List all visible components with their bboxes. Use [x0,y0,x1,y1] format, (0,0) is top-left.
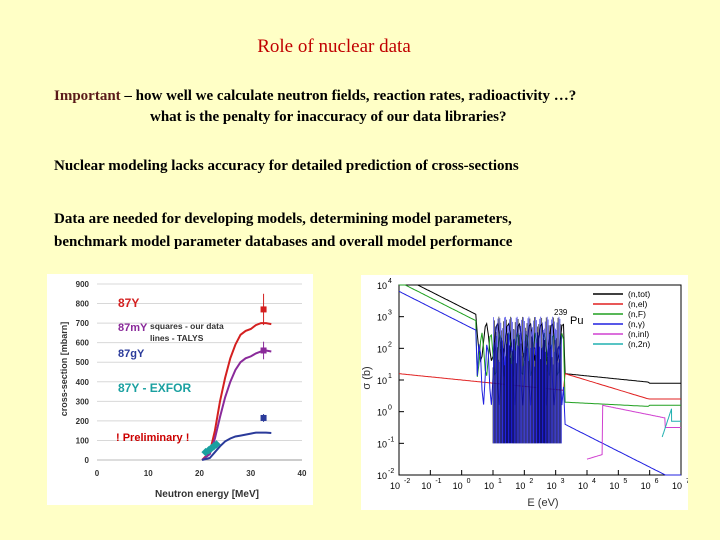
line-ninl [586,404,681,460]
left-x-tick: 40 [298,469,307,478]
right-x-tick: 10 [578,481,588,491]
left-y-label: cross-section [mbarn] [59,322,69,417]
right-y-tick: 10 [377,471,387,481]
line-important: Important – how well we calculate neutro… [54,88,576,105]
right-x-label: E (eV) [527,497,558,509]
left-x-tick: 10 [144,469,153,478]
right-y-tick: 10 [377,376,387,386]
right-x-tick-exp: 4 [592,478,596,485]
label-87gy: 87gY [118,348,145,360]
right-y-tick-exp: 1 [388,373,392,380]
slide-title: Role of nuclear data [257,36,411,57]
important-text: – how well we calculate neutron fields, … [120,88,577,104]
legend-entry: (n,γ) [628,319,645,329]
right-y-tick: 10 [377,439,387,449]
right-x-tick-exp: 2 [529,478,533,485]
right-y-tick-exp: 0 [388,405,392,412]
right-chart-panel: 10 -2 10 -1 10 0 10 1 10 2 10 3 10 4 10 5 10 6 10 7 10 -2 10 -1… [361,275,690,510]
legend-entry: (n,F) [628,309,646,319]
legend-entry: (n,el) [628,299,648,309]
label-exfor: 87Y - EXFOR [118,381,191,395]
line-modeling: Nuclear modeling lacks accuracy for deta… [54,158,519,174]
right-legend: (n,tot)(n,el)(n,F)(n,γ)(n,inl)(n,2n) [593,289,650,349]
right-y-tick-exp: 3 [388,310,392,317]
left-y-tick: 800 [76,300,90,309]
right-chart: 10 -2 10 -1 10 0 10 1 10 2 10 3 10 4 10 5 10 6 10 710 -210 -1… [361,278,690,509]
right-x-tick-exp: 7 [686,478,688,485]
left-series-line [201,431,272,461]
right-x-tick: 10 [609,481,619,491]
left-data-point [260,347,267,354]
right-y-tick-exp: 2 [388,341,392,348]
right-y-tick: 10 [377,408,387,418]
right-x-tick-exp: 6 [655,478,659,485]
line-data-needed: Data are needed for developing models, d… [54,211,512,227]
left-y-tick: 200 [76,417,90,426]
right-x-tick-exp: -2 [404,478,410,485]
left-series-line [201,349,272,461]
left-y-tick: 900 [76,280,90,289]
isotope-symbol: Pu [570,315,583,327]
right-y-tick-exp: -1 [388,436,394,443]
left-y-tick: 500 [76,358,90,367]
left-series-line [201,322,272,461]
right-x-tick: 10 [484,481,494,491]
legend-entry: (n,inl) [628,329,649,339]
label-87my: 87mY [118,322,148,334]
left-data-point [260,306,267,313]
line-n2n [661,408,681,438]
right-x-tick-exp: 1 [498,478,502,485]
left-y-tick: 300 [76,397,90,406]
left-y-tick: 400 [76,378,90,387]
legend-entry: (n,2n) [628,339,650,349]
right-y-tick-exp: -2 [388,468,394,475]
right-y-tick-exp: 4 [388,278,392,285]
left-x-tick: 0 [95,469,100,478]
right-x-tick-exp: 0 [467,478,471,485]
right-y-label: σ (b) [361,366,373,389]
left-y-tick: 0 [85,456,90,465]
left-chart: 0 100 200 300 400 500 600 700 800 900 0 10 20 30 40 Ne… [59,280,307,500]
important-keyword: Important [54,88,121,104]
right-y-tick: 10 [377,344,387,354]
right-x-tick: 10 [641,481,651,491]
legend-entry: (n,tot) [628,289,650,299]
right-x-tick: 10 [390,481,400,491]
left-x-tick: 30 [246,469,255,478]
right-x-tick: 10 [453,481,463,491]
left-y-tick: 100 [76,436,90,445]
left-exfor-point [212,440,221,449]
label-87y: 87Y [118,296,139,310]
line-benchmark: benchmark model parameter databases and … [54,234,513,250]
line-penalty: what is the penalty for inaccuracy of ou… [150,109,507,125]
right-x-tick-exp: 3 [561,478,565,485]
right-x-tick: 10 [547,481,557,491]
right-x-tick-exp: -1 [435,478,441,485]
left-x-tick: 20 [195,469,204,478]
legend-squares: squares - our data [150,321,224,331]
right-y-tick: 10 [377,281,387,291]
right-x-tick: 10 [421,481,431,491]
right-x-tick-exp: 5 [623,478,627,485]
left-chart-panel: 0 100 200 300 400 500 600 700 800 900 0 10 20 30 40 Ne… [47,274,313,505]
right-y-tick: 10 [377,313,387,323]
left-data-point [260,414,267,421]
left-y-tick: 700 [76,319,90,328]
left-x-label: Neutron energy [MeV] [155,489,259,500]
left-y-tick: 600 [76,339,90,348]
legend-lines: lines - TALYS [150,333,204,343]
right-x-tick: 10 [672,481,682,491]
label-preliminary: ! Preliminary ! [116,432,189,444]
right-x-tick: 10 [515,481,525,491]
isotope-mass: 239 [554,308,568,317]
